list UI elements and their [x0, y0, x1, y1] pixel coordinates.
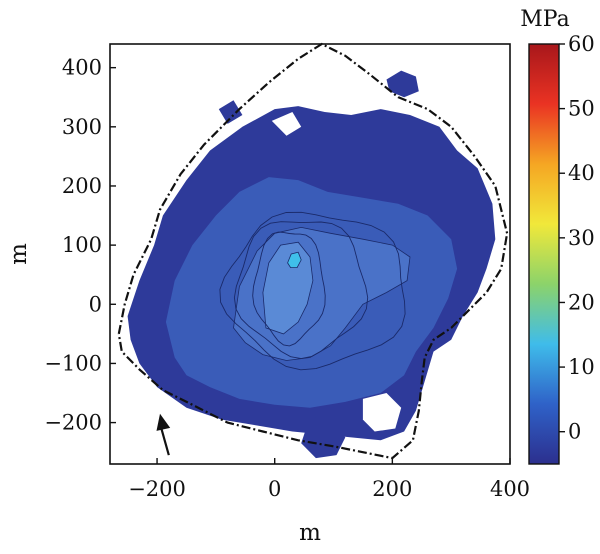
- stress-region-lobe: [301, 416, 346, 459]
- stress-region-lobe: [386, 70, 419, 98]
- colorbar-tick-label: 50: [568, 97, 595, 121]
- boundary-dashdot-line: [117, 42, 509, 460]
- y-axis-ticks: 400 300 200 100 0 −100 −200: [44, 56, 116, 435]
- colorbar: [528, 43, 560, 465]
- colorbar-tick-label: 30: [568, 226, 595, 250]
- y-tick-label: 400: [62, 56, 102, 80]
- arrow-head: [156, 413, 171, 431]
- contour-ring: [219, 211, 406, 371]
- stress-region-lobe: [218, 100, 243, 124]
- y-tick-label: −200: [44, 411, 102, 435]
- x-tick-label: 200: [372, 477, 412, 501]
- x-tick-label: 400: [490, 477, 530, 501]
- void-region: [362, 393, 402, 432]
- colorbar-tick-label: 0: [568, 420, 581, 444]
- colorbar-tick-label: 20: [568, 290, 595, 314]
- contour-ring: [252, 231, 326, 347]
- x-tick-label: 0: [268, 477, 281, 501]
- contour-ring: [233, 221, 369, 360]
- x-tick-label: −200: [128, 477, 186, 501]
- y-axis-label: m: [6, 243, 32, 265]
- colorbar-tick-label: 10: [568, 355, 595, 379]
- y-tick-label: 300: [62, 115, 102, 139]
- y-tick-label: 100: [62, 233, 102, 257]
- y-tick-label: −100: [44, 351, 102, 375]
- arrow-annotation: [156, 413, 171, 456]
- void-region: [271, 112, 302, 136]
- plot-frame: [109, 43, 511, 465]
- colorbar-unit: MPa: [520, 7, 569, 32]
- x-axis-label: m: [299, 520, 321, 546]
- colorbar-tick-label: 40: [568, 161, 595, 185]
- colorbar-ticks: 60 50 40 30 20 10 0: [559, 32, 595, 444]
- y-tick-label: 0: [89, 292, 102, 316]
- stress-region-peak: [287, 251, 302, 268]
- x-axis-ticks: −200 0 200 400: [128, 458, 530, 501]
- colorbar-tick-label: 60: [568, 32, 595, 56]
- y-tick-label: 200: [62, 174, 102, 198]
- stress-contour-field: [127, 70, 496, 459]
- stress-region-core: [262, 241, 314, 335]
